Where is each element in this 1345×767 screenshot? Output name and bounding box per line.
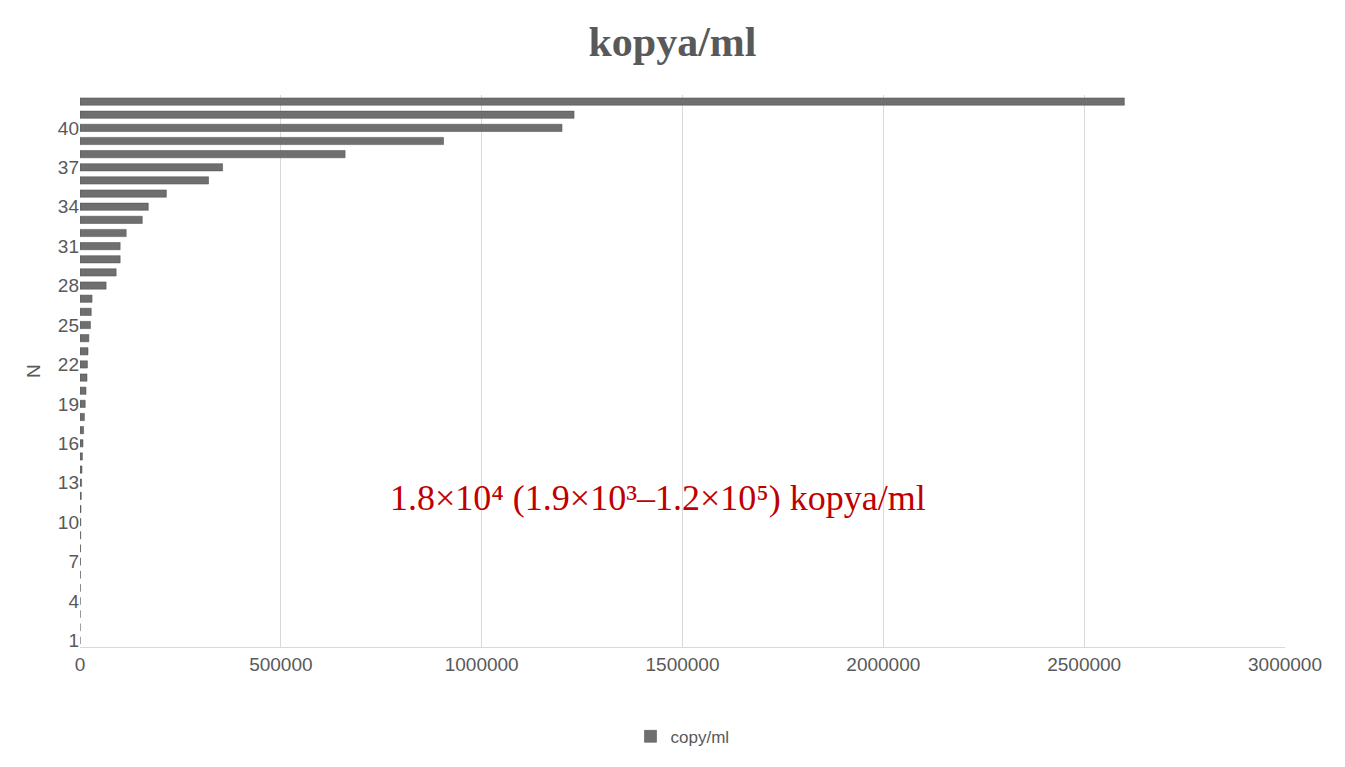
svg-text:10: 10 (58, 512, 79, 533)
svg-text:7: 7 (68, 551, 79, 572)
svg-text:4: 4 (68, 591, 79, 612)
svg-text:1000000: 1000000 (445, 654, 519, 675)
svg-text:31: 31 (58, 236, 79, 257)
svg-text:1: 1 (68, 630, 79, 651)
svg-text:22: 22 (58, 354, 79, 375)
svg-text:3000000: 3000000 (1248, 654, 1322, 675)
svg-text:2500000: 2500000 (1047, 654, 1121, 675)
svg-text:28: 28 (58, 275, 79, 296)
svg-text:N: N (23, 364, 44, 378)
svg-text:1.8×10⁴ (1.9×10³–1.2×10⁵) kopy: 1.8×10⁴ (1.9×10³–1.2×10⁵) kopya/ml (390, 478, 926, 518)
svg-text:13: 13 (58, 472, 79, 493)
svg-text:kopya/ml: kopya/ml (588, 19, 756, 65)
svg-text:2000000: 2000000 (846, 654, 920, 675)
svg-text:34: 34 (58, 196, 80, 217)
svg-text:40: 40 (58, 118, 79, 139)
svg-text:1500000: 1500000 (646, 654, 720, 675)
svg-text:0: 0 (75, 654, 86, 675)
svg-text:copy/ml: copy/ml (671, 728, 730, 747)
svg-text:16: 16 (58, 433, 79, 454)
svg-text:19: 19 (58, 394, 79, 415)
svg-text:25: 25 (58, 315, 79, 336)
svg-text:500000: 500000 (249, 654, 312, 675)
svg-text:37: 37 (58, 157, 79, 178)
